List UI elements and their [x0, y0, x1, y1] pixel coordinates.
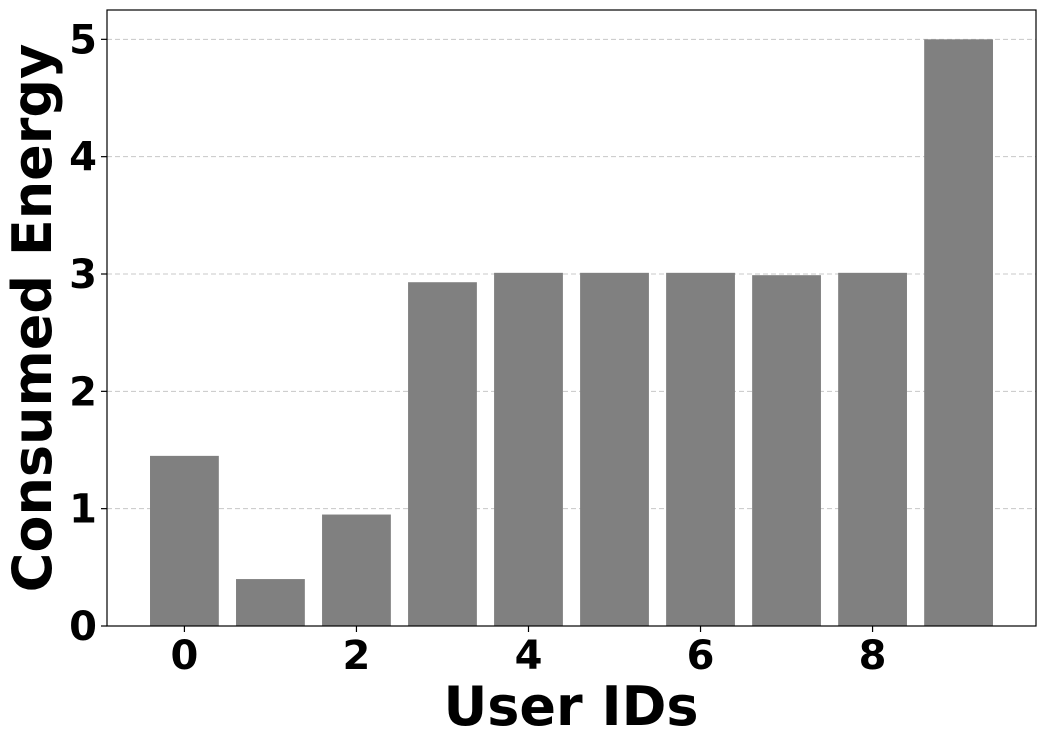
y-axis-title: Consumed Energy [1, 44, 64, 593]
bar-user-0 [150, 455, 219, 626]
bar-user-9 [924, 39, 993, 627]
ticks-layer: 0 1 2 3 4 5 0 2 4 6 8 [69, 17, 886, 679]
bar-user-1 [236, 579, 305, 626]
bar-user-2 [322, 514, 391, 626]
bar-user-5 [580, 272, 649, 626]
plot-frame [106, 9, 1037, 627]
x-tick-label: 4 [515, 633, 543, 679]
y-tick-label: 4 [69, 135, 97, 181]
y-tick-label: 3 [69, 252, 97, 298]
bar-user-6 [666, 272, 735, 626]
x-axis-title: User IDs [443, 675, 698, 738]
x-tick-label: 6 [687, 633, 715, 679]
y-tick-label: 0 [69, 604, 97, 650]
x-tick-label: 8 [859, 633, 887, 679]
y-tick-label: 5 [69, 17, 97, 63]
bars-layer [150, 39, 993, 627]
bar-user-7 [752, 275, 821, 626]
y-tick-label: 2 [69, 369, 97, 415]
y-tick-label: 1 [69, 487, 97, 533]
x-tick-label: 0 [170, 633, 198, 679]
bar-user-8 [838, 272, 907, 626]
grid-layer [107, 38, 1036, 510]
x-tick-label: 2 [343, 633, 371, 679]
bar-user-3 [408, 282, 477, 626]
bar-user-4 [494, 272, 563, 626]
